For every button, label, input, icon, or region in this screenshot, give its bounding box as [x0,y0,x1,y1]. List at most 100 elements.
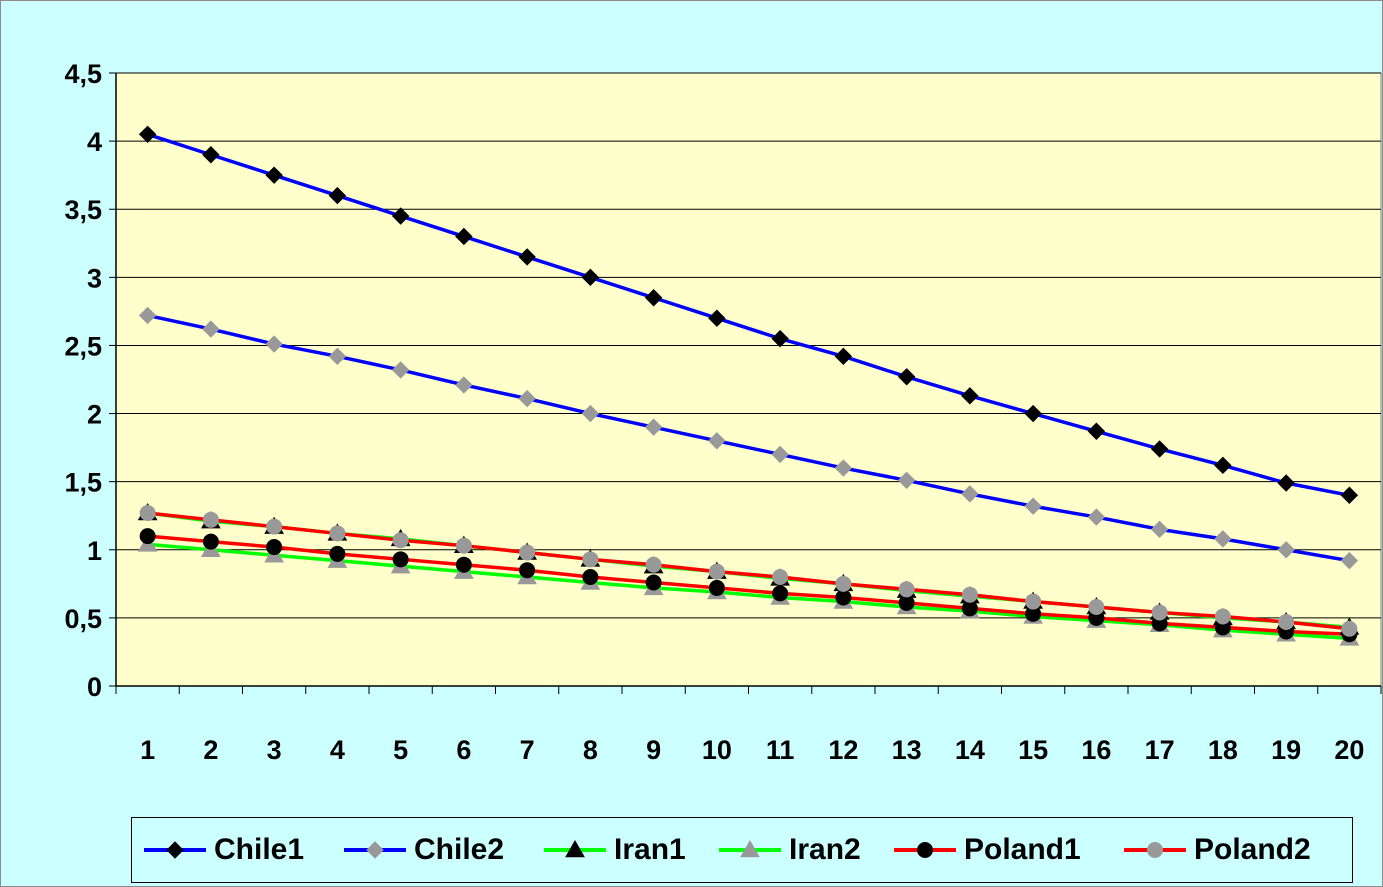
x-tick-label: 8 [583,735,598,765]
poland2-line [147,511,1350,631]
poland1-point [708,579,725,596]
x-tick-label: 1 [140,735,155,765]
chile2-point [771,445,789,464]
chile1-point [391,207,410,225]
legend-label: Iran2 [789,833,861,866]
poland2-point [961,586,978,603]
chile1-point [328,186,347,205]
legend-swatch-marker [740,839,760,858]
chile1-point [1150,440,1169,458]
chile2-point [1340,551,1359,570]
x-tick-label: 4 [330,735,345,765]
chile2-line [147,313,1350,563]
x-tick-label: 13 [892,735,922,765]
poland1-point [835,589,852,606]
chile2-point [518,389,536,408]
legend-label: Iran1 [614,833,686,866]
chile1-point [202,146,220,164]
chile1-point [961,387,979,405]
poland1-point [898,594,915,611]
y-tick-label: 2,5 [64,331,102,361]
legend-swatch [544,839,606,858]
x-tick-label: 17 [1145,735,1175,765]
poland2-point [1088,598,1105,615]
chile1-point [644,289,663,307]
legend-swatch [344,841,406,859]
chile1-point [265,166,283,184]
poland2-point [708,563,725,580]
legend-item-poland2: Poland2 [1122,818,1311,882]
chile2-point [644,418,663,436]
y-tick-label: 0,5 [64,604,102,634]
chile2-point [581,404,600,423]
legend-item-iran2: Iran2 [717,818,861,882]
chile2-point [1150,520,1169,539]
x-tick-label: 12 [828,735,858,765]
poland1-line [147,534,1350,636]
chile2-point [1214,530,1232,548]
chile1-point [1024,404,1042,423]
poland2-point [835,575,852,592]
line-chart: 00,511,522,533,544,5 1 2 3 4 5 6 7 8 9 10 11 12 13 14… [64,59,1382,765]
poland2-point [392,532,409,549]
chile2-point [138,306,157,325]
chile2-point [202,320,220,338]
chile1-point [138,125,157,144]
poland1-point [961,600,978,617]
chile2-point [1087,508,1106,526]
chile1-point [771,329,789,348]
legend: Chile1 Chile2 Iran1 Iran2 Poland1 Poland2 [131,817,1353,883]
y-tick-label: 4 [87,127,102,157]
poland1-point [519,562,536,579]
x-axis-ticks: 1 2 3 4 5 6 7 8 9 10 11 12 13 14 15 16 17 18 19 20 [115,686,1382,765]
chile1-point [581,268,600,287]
y-tick-label: 1,5 [64,468,102,498]
poland2-point [898,581,915,598]
chile2-point [265,335,283,353]
poland1-point [772,585,789,602]
y-tick-label: 3,5 [64,195,102,225]
y-tick-label: 1 [87,536,102,566]
poland1-point [329,545,346,562]
legend-swatch-marker [917,842,933,858]
poland1-point [455,556,472,573]
poland2-point [1025,593,1042,610]
legend-label: Chile2 [414,833,505,866]
poland2-point [1278,613,1295,630]
poland2-point [329,525,346,542]
chile2-point [708,432,726,450]
legend-swatch-marker [166,841,184,859]
poland2-point [1151,604,1168,621]
poland1-point [582,569,599,586]
x-tick-label: 10 [702,735,732,765]
x-tick-label: 20 [1334,735,1364,765]
chile2-point [961,485,979,503]
x-tick-label: 7 [520,735,535,765]
x-tick-label: 9 [646,735,661,765]
x-tick-label: 14 [955,735,985,765]
poland2-point [645,556,662,573]
legend-label: Poland1 [964,833,1081,866]
poland2-point [1214,608,1231,625]
poland2-point [455,537,472,554]
chile1-point [897,368,916,386]
legend-item-chile2: Chile2 [342,818,504,882]
chile2-point [834,459,853,477]
legend-item-iran1: Iran1 [542,818,686,882]
y-axis-ticks: 0 0,5 1 1,5 2 2,5 3 3,5 4 4,5 [64,59,116,702]
poland1-point [139,528,156,545]
chile1-point [1214,456,1232,475]
poland1-point [1025,605,1042,622]
x-tick-label: 5 [393,735,408,765]
chile1-point [518,248,536,266]
chile1-point [1340,486,1359,504]
legend-swatch [719,839,781,858]
chile2-point [455,376,473,394]
legend-swatch-marker [1147,842,1163,858]
x-tick-label: 11 [766,735,795,765]
poland2-point [772,569,789,586]
legend-swatch-marker [366,841,384,859]
legend-label: Chile1 [214,833,305,866]
poland2-point [1341,620,1358,637]
x-tick-label: 16 [1081,735,1111,765]
